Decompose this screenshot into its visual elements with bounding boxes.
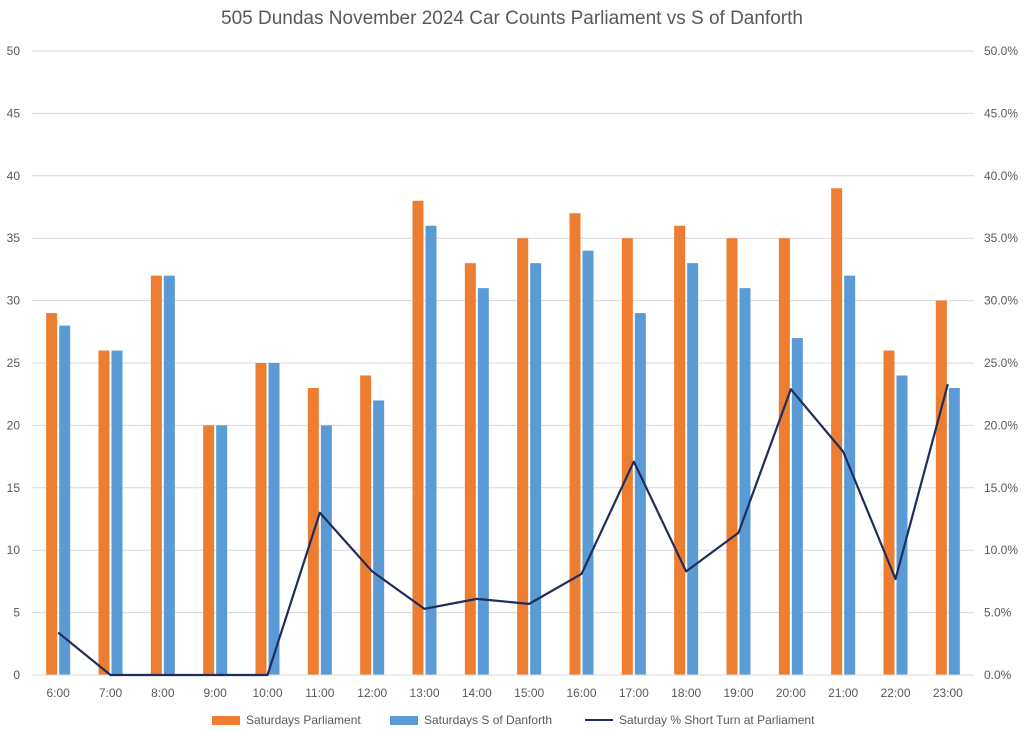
x-tick-label: 12:00 — [357, 686, 387, 700]
y-right-tick-label: 30.0% — [984, 294, 1018, 308]
y-right-tick-label: 50.0% — [984, 44, 1018, 58]
bar-parliament — [464, 263, 476, 675]
bar-parliament — [778, 238, 790, 675]
bar-danforth — [530, 263, 542, 675]
legend-label-danforth: Saturdays S of Danforth — [424, 713, 553, 727]
x-tick-label: 21:00 — [828, 686, 858, 700]
bar-danforth — [111, 350, 123, 675]
y-left-tick-label: 30 — [7, 294, 21, 308]
y-left-tick-label: 45 — [7, 106, 21, 120]
y-left-tick-label: 15 — [7, 481, 21, 495]
legend-item-short-turn: Saturday % Short Turn at Parliament — [585, 713, 814, 727]
bar-danforth — [948, 387, 960, 675]
bar-parliament — [360, 375, 372, 675]
bar-parliament — [621, 238, 633, 675]
legend: Saturdays Parliament Saturdays S of Danf… — [0, 713, 1024, 731]
legend-item-parliament: Saturdays Parliament — [212, 713, 361, 727]
bar-parliament — [412, 200, 424, 675]
bar-parliament — [935, 300, 947, 675]
x-tick-label: 11:00 — [305, 686, 334, 700]
y-right-tick-label: 35.0% — [984, 231, 1018, 245]
bar-parliament — [569, 213, 581, 676]
y-right-tick-label: 20.0% — [984, 418, 1018, 432]
legend-label-parliament: Saturdays Parliament — [246, 713, 361, 727]
x-tick-label: 19:00 — [723, 686, 753, 700]
bar-danforth — [268, 363, 280, 675]
y-left-tick-label: 0 — [13, 668, 20, 682]
bar-parliament — [517, 238, 529, 675]
x-tick-label: 17:00 — [619, 686, 649, 700]
bar-danforth — [634, 313, 646, 675]
y-right-tick-label: 45.0% — [984, 106, 1018, 120]
bar-parliament — [726, 238, 738, 675]
x-tick-label: 18:00 — [671, 686, 701, 700]
x-tick-label: 15:00 — [514, 686, 544, 700]
bar-parliament — [46, 313, 58, 675]
x-tick-label: 8:00 — [151, 686, 175, 700]
bar-parliament — [674, 225, 686, 675]
bar-danforth — [739, 288, 751, 675]
x-tick-label: 23:00 — [933, 686, 963, 700]
bar-danforth — [425, 225, 437, 675]
y-left-tick-label: 20 — [7, 418, 21, 432]
y-left-tick-label: 40 — [7, 169, 21, 183]
x-tick-label: 20:00 — [776, 686, 806, 700]
bar-danforth — [320, 425, 332, 675]
bar-parliament — [883, 350, 895, 675]
chart-plot: 0 5 10 15 20 25 30 35 40 45 50 0.0% 5.0% 10.0% 15.0% 20… — [7, 44, 1019, 700]
x-tick-label: 22:00 — [880, 686, 910, 700]
bar-danforth — [582, 250, 594, 675]
bar-parliament — [831, 188, 843, 675]
legend-item-danforth: Saturdays S of Danforth — [390, 713, 552, 727]
y-left-tick-label: 35 — [7, 231, 21, 245]
x-tick-label: 13:00 — [409, 686, 439, 700]
legend-swatch-danforth — [390, 715, 418, 725]
x-tick-label: 9:00 — [203, 686, 227, 700]
bar-danforth — [216, 425, 228, 675]
y-left-tick-label: 50 — [7, 44, 21, 58]
bar-danforth — [163, 275, 175, 675]
bar-danforth — [59, 325, 71, 675]
y-right-tick-label: 15.0% — [984, 481, 1018, 495]
x-tick-label: 10:00 — [252, 686, 282, 700]
legend-swatch-parliament — [212, 715, 240, 725]
bar-danforth — [373, 400, 385, 675]
y-left-tick-label: 5 — [13, 606, 20, 620]
y-left-tick-label: 10 — [7, 543, 21, 557]
bar-danforth — [687, 263, 699, 675]
x-tick-label: 6:00 — [46, 686, 70, 700]
y-left-tick-label: 25 — [7, 356, 21, 370]
legend-label-short-turn: Saturday % Short Turn at Parliament — [619, 713, 815, 727]
bar-parliament — [150, 275, 162, 675]
chart-title: 505 Dundas November 2024 Car Counts Parl… — [221, 8, 803, 29]
y-right-tick-label: 5.0% — [984, 606, 1012, 620]
x-tick-label: 16:00 — [566, 686, 596, 700]
y-right-tick-label: 10.0% — [984, 543, 1018, 557]
bar-danforth — [791, 338, 803, 675]
bar-parliament — [98, 350, 110, 675]
y-right-tick-label: 25.0% — [984, 356, 1018, 370]
x-tick-label: 7:00 — [99, 686, 123, 700]
bar-danforth — [896, 375, 908, 675]
bar-danforth — [477, 288, 489, 675]
y-right-tick-label: 0.0% — [984, 668, 1012, 682]
y-right-tick-label: 40.0% — [984, 169, 1018, 183]
bar-parliament — [203, 425, 215, 675]
bar-danforth — [844, 275, 856, 675]
line-short-turn — [57, 383, 949, 677]
legend-swatch-short-turn — [585, 719, 613, 721]
x-tick-label: 14:00 — [462, 686, 492, 700]
bar-parliament — [255, 363, 267, 675]
